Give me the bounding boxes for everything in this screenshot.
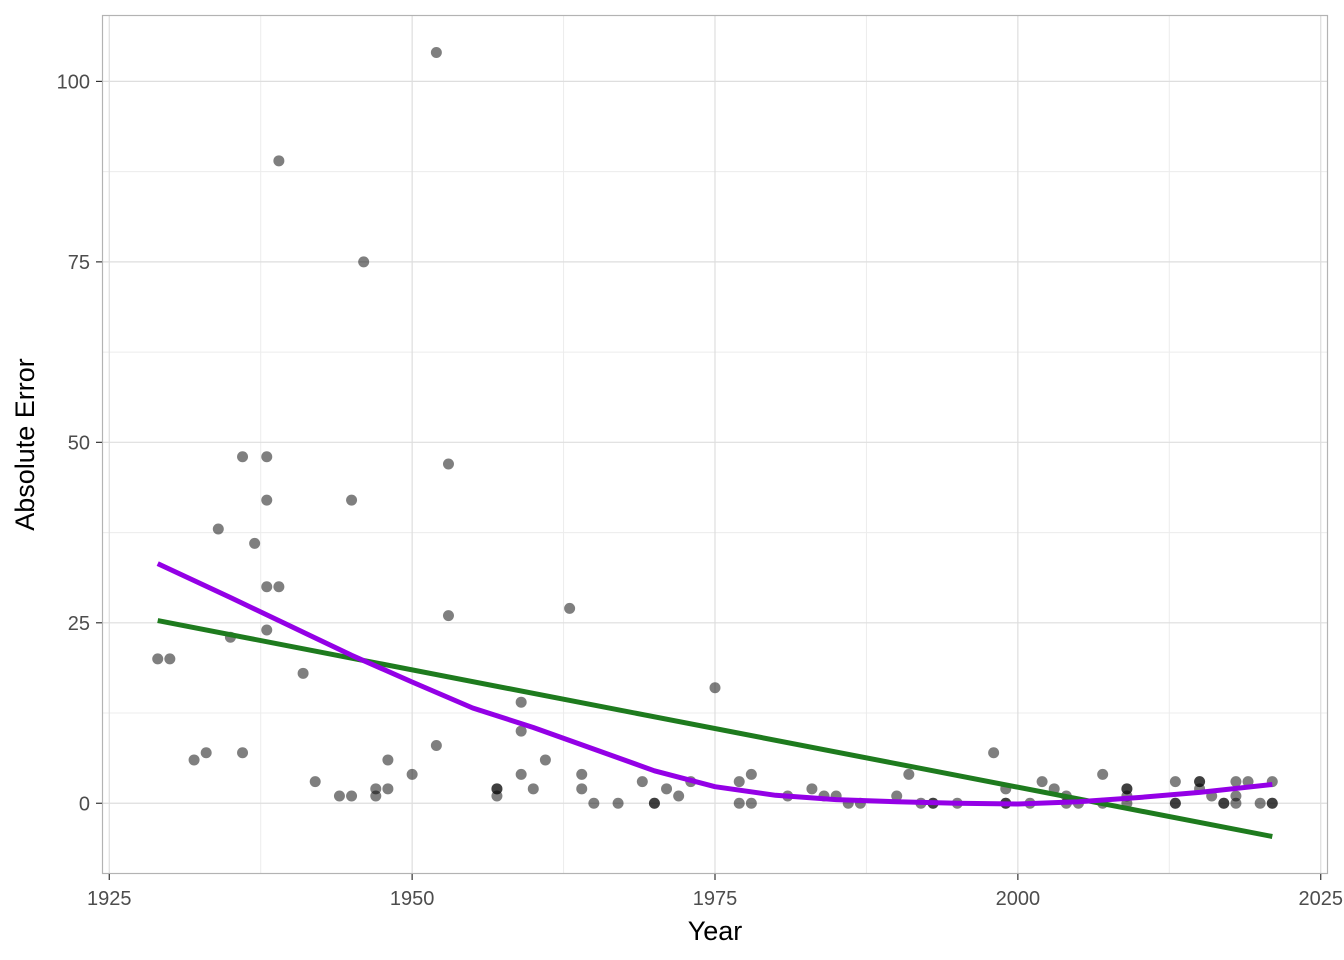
data-point [273,581,285,593]
data-point [673,790,685,802]
y-tick-label: 75 [68,252,90,274]
data-point [1169,797,1181,809]
data-point [406,768,418,780]
data-point [237,451,249,463]
data-point [212,523,224,535]
y-tick-label: 100 [57,71,90,93]
data-point [200,747,212,759]
data-point [261,494,273,506]
data-point [588,797,600,809]
x-tick-label: 1950 [390,888,435,910]
x-axis-title: Year [688,916,743,946]
x-axis: 1925 1950 1975 2000 2025 [87,874,1343,910]
data-point [1230,797,1242,809]
data-point [733,797,745,809]
smooth-fit-line [156,561,1273,807]
y-axis: 0 25 50 75 100 [57,71,102,815]
data-point [1169,776,1181,788]
data-point [564,602,576,614]
data-point [1218,797,1230,809]
data-point [164,653,176,665]
data-point [1266,797,1278,809]
x-tick-label: 2000 [996,888,1041,910]
data-point [370,790,382,802]
data-point [430,47,442,59]
x-tick-label: 1975 [693,888,738,910]
data-point [382,783,394,795]
data-point [612,797,624,809]
y-tick-label: 25 [68,613,90,635]
y-tick-label: 0 [79,793,90,815]
data-point [249,537,261,549]
data-point [576,768,588,780]
data-point [806,783,818,795]
data-point [515,768,527,780]
x-tick-label: 1925 [87,888,132,910]
data-point [491,790,503,802]
plot-panel [101,14,1329,875]
data-point [539,754,551,766]
data-point [576,783,588,795]
data-point [261,624,273,636]
x-tick-label: 2025 [1298,888,1343,910]
panel-border [101,14,1329,875]
data-point [333,790,345,802]
fit-lines [156,561,1273,839]
data-point [261,581,273,593]
data-point [442,610,454,622]
data-point [733,776,745,788]
data-point [261,451,273,463]
data-point [988,747,1000,759]
data-point [661,783,673,795]
data-point [709,682,721,694]
data-point [636,776,648,788]
data-point [297,667,309,679]
data-point [891,790,903,802]
data-point [346,790,358,802]
data-point [273,155,285,167]
data-point [152,653,164,665]
data-point [745,768,757,780]
data-point [648,797,660,809]
data-point [346,494,358,506]
data-point [1254,797,1266,809]
data-point [1036,776,1048,788]
data-point [188,754,200,766]
data-point [903,768,915,780]
data-point [430,740,442,752]
data-point [237,747,249,759]
data-point [515,725,527,737]
data-point [358,256,370,268]
data-point [309,776,321,788]
data-point [745,797,757,809]
data-point [515,696,527,708]
data-point [527,783,539,795]
data-point [1230,776,1242,788]
y-axis-title: Absolute Error [10,358,40,531]
data-point [1097,768,1109,780]
y-tick-label: 50 [68,432,90,454]
data-point [442,458,454,470]
data-point [382,754,394,766]
